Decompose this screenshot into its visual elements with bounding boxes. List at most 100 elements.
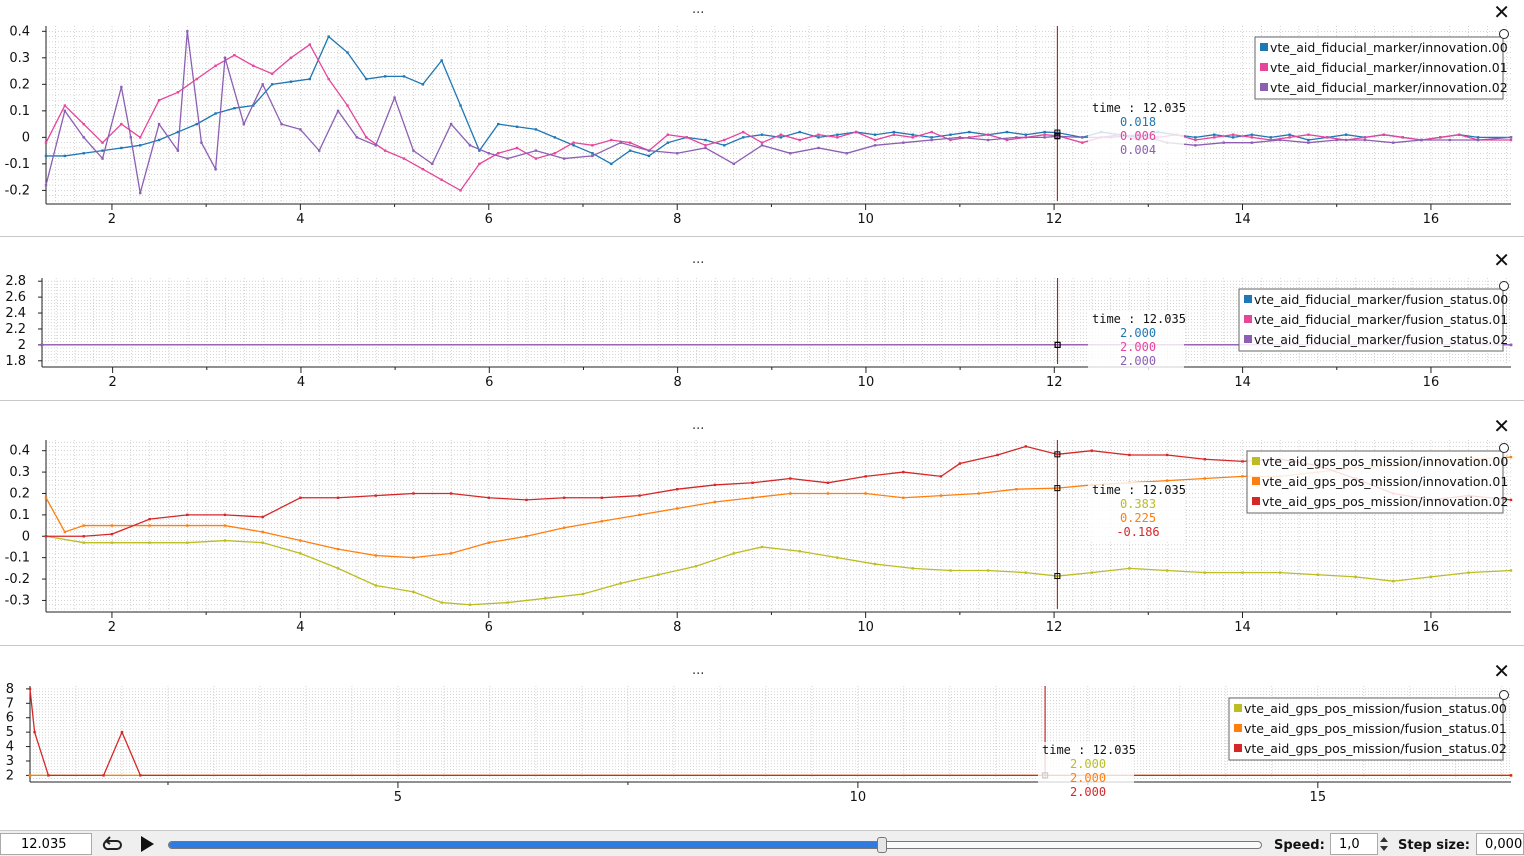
data-point bbox=[534, 157, 538, 160]
data-point bbox=[1231, 136, 1235, 139]
data-point bbox=[374, 144, 377, 147]
data-point bbox=[139, 136, 142, 139]
data-point bbox=[628, 141, 632, 144]
plot-panel-1[interactable]: ... ✕ 2 4 6 8 10 12 14 16 -0.2 -0.1 0 0.1 0.2 0.3 0.4 t… bbox=[0, 0, 1524, 235]
step-size-input[interactable]: 0,000 bbox=[1476, 833, 1524, 855]
data-point bbox=[44, 183, 48, 187]
data-point bbox=[412, 149, 415, 152]
panel-divider[interactable] bbox=[0, 645, 1524, 646]
data-point bbox=[449, 492, 453, 495]
panel-menu-button[interactable]: ... bbox=[692, 2, 705, 17]
data-point bbox=[515, 125, 519, 128]
data-point bbox=[600, 520, 604, 523]
data-point bbox=[120, 730, 124, 734]
data-point bbox=[1476, 136, 1480, 139]
legend: vte_aid_gps_pos_mission/innovation.00vte… bbox=[1246, 450, 1508, 514]
data-point bbox=[280, 122, 283, 126]
panel-menu-button[interactable]: ... bbox=[692, 418, 705, 433]
data-point bbox=[855, 130, 858, 134]
data-point bbox=[63, 104, 67, 107]
plot-panel-4[interactable]: ... ✕ 5 10 15 2 3 4 5 6 7 8 time : 12.035 2.000 2.00… bbox=[0, 655, 1524, 830]
data-point bbox=[101, 149, 104, 152]
data-point bbox=[732, 162, 735, 166]
data-point bbox=[1250, 141, 1254, 144]
data-point bbox=[336, 567, 340, 570]
tooltip-time: time : 12.035 bbox=[1092, 483, 1186, 497]
close-icon[interactable]: ✕ bbox=[1493, 248, 1510, 272]
plot-panel-3[interactable]: ... ✕ 2 4 6 8 10 12 14 16 -0.3 -0.2 -0.1 0 0.1 0.2 0.3… bbox=[0, 408, 1524, 643]
data-point bbox=[1307, 141, 1310, 144]
play-icon[interactable] bbox=[137, 835, 157, 853]
data-point bbox=[139, 144, 142, 147]
close-icon[interactable]: ✕ bbox=[1493, 414, 1510, 438]
data-point bbox=[911, 133, 914, 136]
y-tick-label: 0.3 bbox=[9, 465, 30, 480]
chart-area[interactable]: 2 4 6 8 10 12 14 16 -0.2 -0.1 0 0.1 0.2 0.3 0.4 time : … bbox=[0, 0, 1524, 235]
data-point bbox=[817, 136, 820, 139]
data-point bbox=[318, 149, 321, 152]
data-point bbox=[968, 136, 971, 139]
data-point bbox=[214, 167, 217, 171]
speed-input[interactable]: 1,0 bbox=[1330, 833, 1378, 855]
data-point bbox=[864, 492, 867, 495]
data-point bbox=[958, 136, 962, 139]
data-point bbox=[299, 552, 302, 555]
tooltip-background bbox=[1038, 742, 1134, 802]
series bbox=[44, 30, 1513, 195]
data-point bbox=[148, 541, 151, 544]
data-point bbox=[487, 541, 490, 544]
close-icon[interactable]: ✕ bbox=[1493, 659, 1510, 683]
y-tick-label: 0.2 bbox=[9, 486, 30, 501]
data-point bbox=[572, 144, 575, 147]
time-slider-handle[interactable] bbox=[877, 837, 888, 853]
cursor-marker bbox=[1054, 133, 1061, 140]
y-tick-label: 0 bbox=[22, 529, 30, 544]
data-point bbox=[1165, 453, 1169, 457]
data-point bbox=[374, 494, 377, 497]
series bbox=[44, 535, 1513, 606]
plot-panel-2[interactable]: ... ✕ 2 4 6 8 10 12 14 16 1.8 2 2.2 2.4 2.6 2.8 time :… bbox=[0, 244, 1524, 399]
legend-swatch bbox=[1244, 315, 1252, 323]
data-point bbox=[1307, 133, 1310, 136]
panel-menu-button[interactable]: ... bbox=[692, 663, 705, 678]
tooltip-value: 2.000 bbox=[1120, 354, 1156, 368]
panel-divider[interactable] bbox=[0, 400, 1524, 401]
data-point bbox=[1081, 141, 1084, 144]
y-tick-label: 4 bbox=[6, 740, 14, 755]
data-point bbox=[1354, 575, 1357, 579]
time-slider[interactable] bbox=[168, 837, 1262, 853]
data-point bbox=[666, 133, 670, 136]
data-point bbox=[817, 146, 820, 150]
data-point bbox=[836, 133, 839, 136]
panel-menu-button[interactable]: ... bbox=[692, 252, 705, 267]
tooltip-background bbox=[1088, 100, 1184, 160]
data-point bbox=[704, 146, 707, 150]
data-point bbox=[497, 152, 500, 155]
data-point bbox=[412, 556, 415, 559]
data-point bbox=[628, 149, 632, 152]
panel-divider[interactable] bbox=[0, 236, 1524, 237]
y-tick-label: 8 bbox=[6, 682, 14, 697]
data-point bbox=[1326, 136, 1329, 139]
cursor-marker bbox=[1054, 573, 1061, 580]
data-point bbox=[1241, 571, 1244, 574]
data-point bbox=[1213, 136, 1216, 139]
y-tick-label: -0.1 bbox=[5, 157, 30, 172]
x-tick-label: 14 bbox=[1234, 212, 1251, 227]
chart-area[interactable]: 2 4 6 8 10 12 14 16 -0.3 -0.2 -0.1 0 0.1 0.2 0.3 0.4 tim… bbox=[0, 408, 1524, 643]
data-point bbox=[760, 141, 764, 144]
data-point bbox=[82, 122, 85, 126]
speed-stepper-icon[interactable] bbox=[1376, 833, 1392, 855]
close-icon[interactable]: ✕ bbox=[1493, 0, 1510, 24]
current-time-field[interactable]: 12.035 bbox=[0, 833, 92, 855]
data-point bbox=[110, 532, 114, 536]
data-point bbox=[789, 152, 792, 155]
data-point bbox=[1043, 136, 1046, 139]
series bbox=[28, 687, 1513, 777]
playback-toolbar: 12.035 Speed: 1,0 Step size: 0,000 bbox=[0, 830, 1524, 856]
data-point bbox=[892, 130, 896, 134]
data-point bbox=[336, 109, 340, 113]
loop-icon[interactable] bbox=[102, 835, 124, 853]
